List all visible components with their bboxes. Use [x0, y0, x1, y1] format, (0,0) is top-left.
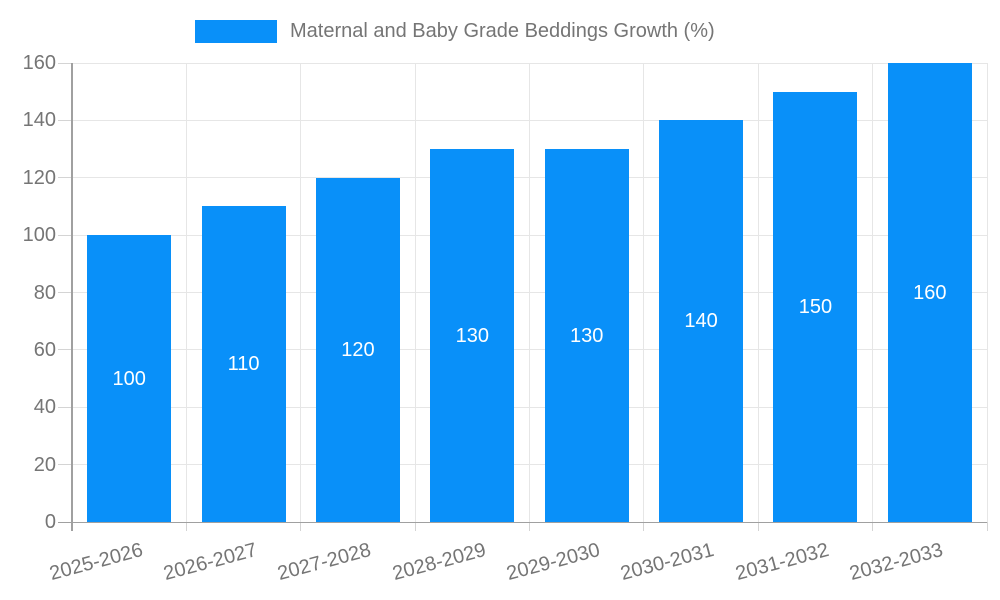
y-axis-tick: [58, 234, 72, 236]
y-axis-tick: [58, 349, 72, 351]
bar[interactable]: [87, 235, 172, 522]
y-tick-label: 100: [22, 224, 56, 247]
bar-value-label: 160: [913, 281, 947, 304]
y-tick-label: 20: [33, 453, 56, 476]
x-gridline: [185, 63, 187, 522]
y-tick-label: 0: [44, 511, 56, 533]
y-axis-tick: [58, 406, 72, 408]
x-tick-label: 2030-2031: [618, 539, 717, 586]
bar[interactable]: [659, 120, 744, 522]
x-tick-label: 2026-2027: [161, 539, 260, 586]
bar[interactable]: [887, 63, 972, 522]
x-gridline: [986, 63, 988, 522]
bar-value-label: 100: [112, 367, 146, 390]
x-gridline: [414, 63, 416, 522]
bar-value-label: 140: [684, 310, 718, 333]
x-tick-label: 2032-2033: [847, 539, 946, 586]
x-axis-line: [58, 521, 987, 523]
y-axis-line: [71, 63, 73, 531]
y-axis-tick: [58, 177, 72, 179]
y-tick-label: 140: [22, 109, 56, 132]
legend[interactable]: Maternal and Baby Grade Beddings Growth …: [195, 20, 715, 43]
x-tick-label: 2028-2029: [389, 539, 489, 586]
y-axis-tick: [58, 292, 72, 293]
x-axis-tick: [185, 522, 187, 531]
x-axis-tick: [643, 522, 645, 531]
x-tick-label: 2025-2026: [46, 539, 145, 586]
bar[interactable]: [201, 206, 286, 522]
y-tick-label: 40: [33, 396, 56, 419]
bar-value-label: 110: [227, 353, 260, 376]
x-gridline: [643, 63, 645, 522]
bar[interactable]: [544, 149, 629, 522]
legend-swatch: [195, 20, 277, 43]
y-axis-tick: [58, 464, 72, 466]
x-gridline: [757, 63, 759, 522]
bar[interactable]: [315, 177, 400, 523]
x-axis-tick: [757, 522, 759, 531]
bar-value-label: 120: [341, 338, 375, 361]
x-gridline: [300, 63, 302, 522]
bar-value-label: 130: [570, 324, 604, 347]
bar[interactable]: [773, 91, 858, 522]
x-gridline: [872, 63, 874, 522]
y-tick-label: 120: [22, 166, 56, 189]
x-axis-tick: [529, 522, 530, 531]
x-axis-tick: [300, 522, 302, 531]
bar[interactable]: [430, 149, 515, 522]
y-axis-tick: [58, 119, 72, 121]
x-gridline: [529, 63, 530, 522]
x-tick-label: 2031-2032: [733, 539, 832, 586]
x-tick-label: 2029-2030: [504, 539, 603, 586]
x-axis-tick: [986, 522, 988, 531]
x-axis-tick: [414, 522, 416, 531]
legend-label: Maternal and Baby Grade Beddings Growth …: [290, 20, 715, 42]
bar-value-label: 130: [455, 324, 489, 347]
y-axis-tick: [58, 62, 72, 64]
y-tick-label: 60: [33, 338, 56, 361]
y-tick-label: 80: [33, 281, 56, 304]
y-tick-label: 160: [22, 52, 56, 74]
bar-value-label: 150: [798, 295, 833, 318]
x-tick-label: 2027-2028: [275, 539, 374, 586]
x-axis-tick: [872, 522, 874, 531]
